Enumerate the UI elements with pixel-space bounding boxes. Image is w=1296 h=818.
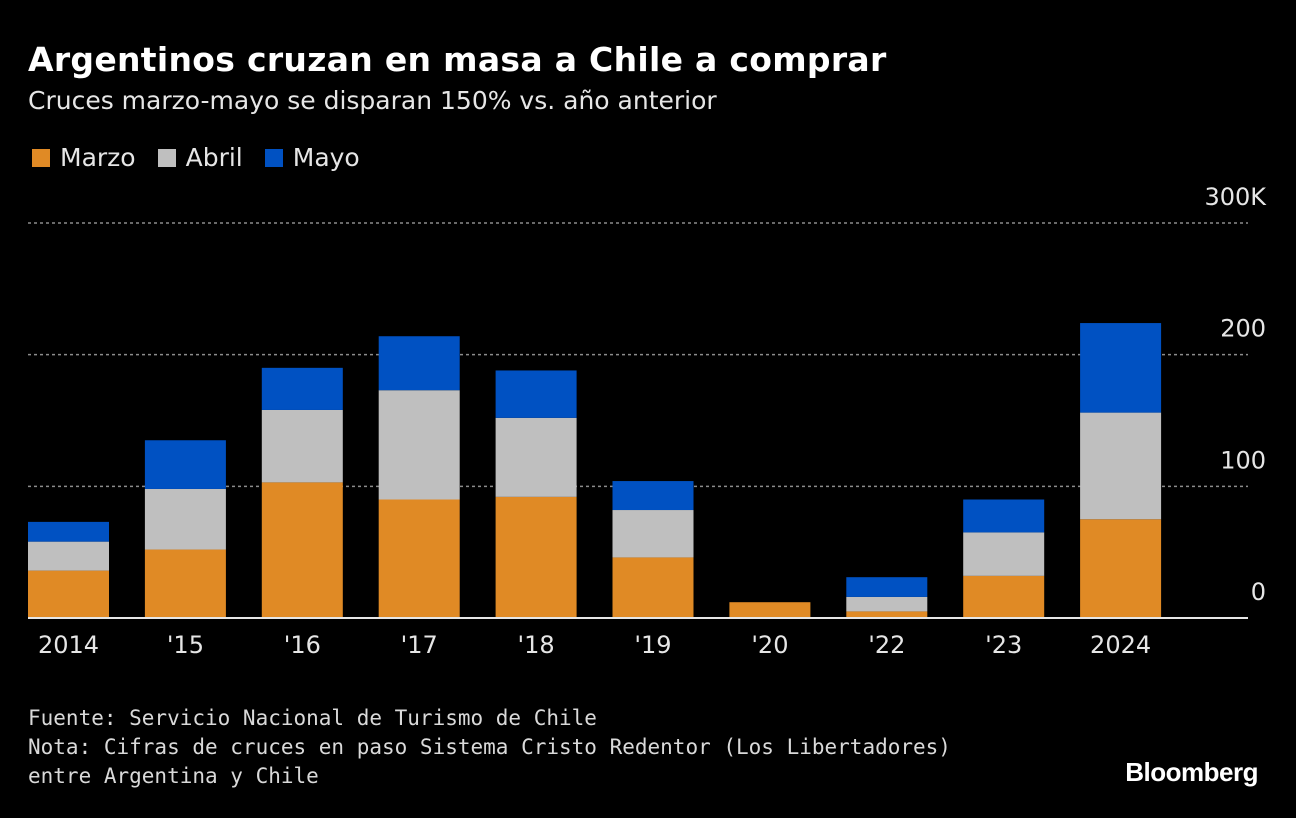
chart-title: Argentinos cruzan en masa a Chile a comp… <box>28 40 887 79</box>
legend-swatch-mayo <box>264 148 283 167</box>
x-tick-label: '22 <box>868 631 905 659</box>
legend-item-abril: Abril <box>157 143 243 172</box>
y-tick-label: 0 <box>1251 578 1266 606</box>
legend-label-mayo: Mayo <box>292 143 360 172</box>
bar-mayo <box>1080 323 1162 413</box>
bar-mayo <box>846 577 928 597</box>
chart-subtitle: Cruces marzo-mayo se disparan 150% vs. a… <box>28 86 717 115</box>
x-tick-label: 2024 <box>1090 631 1151 659</box>
x-tick-label: '16 <box>284 631 321 659</box>
legend: Marzo Abril Mayo <box>32 143 360 172</box>
stacked-bar-chart: 0 100 200 300K 2014 '15 '16 '17 '18 '19 '20 '22 '23 2… <box>28 183 1267 659</box>
bar-marzo <box>28 570 109 618</box>
bar-abril <box>1080 412 1162 520</box>
bar-abril <box>495 417 577 497</box>
bar-mayo <box>28 521 109 542</box>
x-tick-label: '19 <box>634 631 671 659</box>
bar-marzo <box>846 611 928 618</box>
legend-label-marzo: Marzo <box>60 143 136 172</box>
bar-mayo <box>963 499 1045 533</box>
x-tick-label: 2014 <box>38 631 99 659</box>
bar-marzo <box>378 499 460 618</box>
legend-swatch-marzo <box>32 148 50 167</box>
bar-marzo <box>612 557 694 618</box>
bar-marzo <box>1080 519 1162 618</box>
x-tick-label: '20 <box>751 631 788 659</box>
x-tick-label: '17 <box>401 631 438 659</box>
source-note: Fuente: Servicio Nacional de Turismo de … <box>28 706 597 730</box>
bar-mayo <box>144 440 226 489</box>
bar-abril <box>378 390 460 500</box>
y-tick-label: 200 <box>1220 315 1266 343</box>
bar-marzo <box>963 575 1045 618</box>
bar-abril <box>963 532 1045 576</box>
bar-mayo <box>495 370 577 418</box>
bar-abril <box>28 541 109 571</box>
bar-mayo <box>612 481 694 511</box>
x-tick-label: '23 <box>985 631 1022 659</box>
legend-item-mayo: Mayo <box>264 143 360 172</box>
bloomberg-logo: Bloomberg <box>1125 757 1258 787</box>
x-tick-label: '15 <box>167 631 204 659</box>
bar-mayo <box>261 367 343 410</box>
footer: Fuente: Servicio Nacional de Turismo de … <box>28 704 951 791</box>
bar-marzo <box>144 549 226 618</box>
bar-marzo <box>495 496 577 618</box>
y-tick-label: 100 <box>1220 446 1266 474</box>
note-line-1: Nota: Cifras de cruces en paso Sistema C… <box>28 735 951 759</box>
bar-abril <box>612 510 694 558</box>
legend-swatch-abril <box>157 148 176 167</box>
x-tick-label: '18 <box>518 631 555 659</box>
bar-marzo <box>261 482 343 618</box>
bar-abril <box>261 409 343 483</box>
legend-label-abril: Abril <box>185 143 243 172</box>
bar-marzo <box>729 602 811 618</box>
note-line-2: entre Argentina y Chile <box>28 764 319 788</box>
bar-mayo <box>378 336 460 391</box>
legend-item-marzo: Marzo <box>32 143 136 172</box>
bar-abril <box>846 596 928 612</box>
y-tick-label: 300K <box>1204 183 1267 211</box>
bar-abril <box>144 488 226 550</box>
